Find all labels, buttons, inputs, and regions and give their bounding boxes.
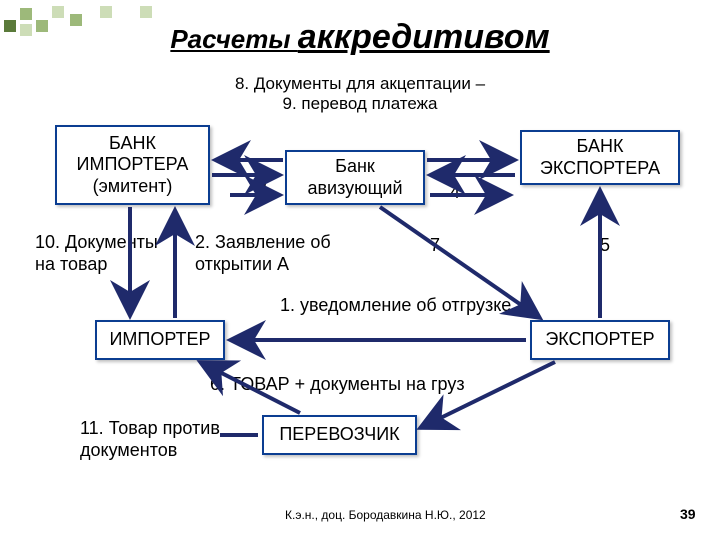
label-2app: 2. Заявление об открытии А xyxy=(195,232,355,275)
box-importer: ИМПОРТЕР xyxy=(95,320,225,360)
page-number: 39 xyxy=(680,506,696,522)
box-carrier: ПЕРЕВОЗЧИК xyxy=(262,415,417,455)
label-3: 3 xyxy=(257,178,267,200)
box-bank-exporter: БАНК ЭКСПОРТЕРА xyxy=(520,130,680,185)
footer-credit: К.э.н., доц. Бородавкина Н.Ю., 2012 xyxy=(285,508,486,522)
box-bank-advising: Банк авизующий xyxy=(285,150,425,205)
title-part2: аккредитивом xyxy=(298,18,550,56)
label-11goods: 11. Товар против документов xyxy=(80,418,255,461)
label-1notice: 1. уведомление об отгрузке xyxy=(280,295,511,317)
slide-title: Расчеты аккредитивом xyxy=(0,18,720,57)
title-part1: Расчеты xyxy=(170,24,297,54)
label-7: 7 xyxy=(430,235,440,257)
subtitle-line2: 9. перевод платежа xyxy=(0,94,720,114)
label-10: 10. Документы на товар xyxy=(35,232,175,275)
box-exporter: ЭКСПОРТЕР xyxy=(530,320,670,360)
subtitle-line1: 8. Документы для акцептации – xyxy=(0,74,720,94)
label-4: 4 xyxy=(450,182,460,204)
label-6goods: 6. ТОВАР + документы на груз xyxy=(210,374,465,396)
label-5: 5 xyxy=(600,235,610,257)
box-bank-importer: БАНК ИМПОРТЕРА (эмитент) xyxy=(55,125,210,205)
